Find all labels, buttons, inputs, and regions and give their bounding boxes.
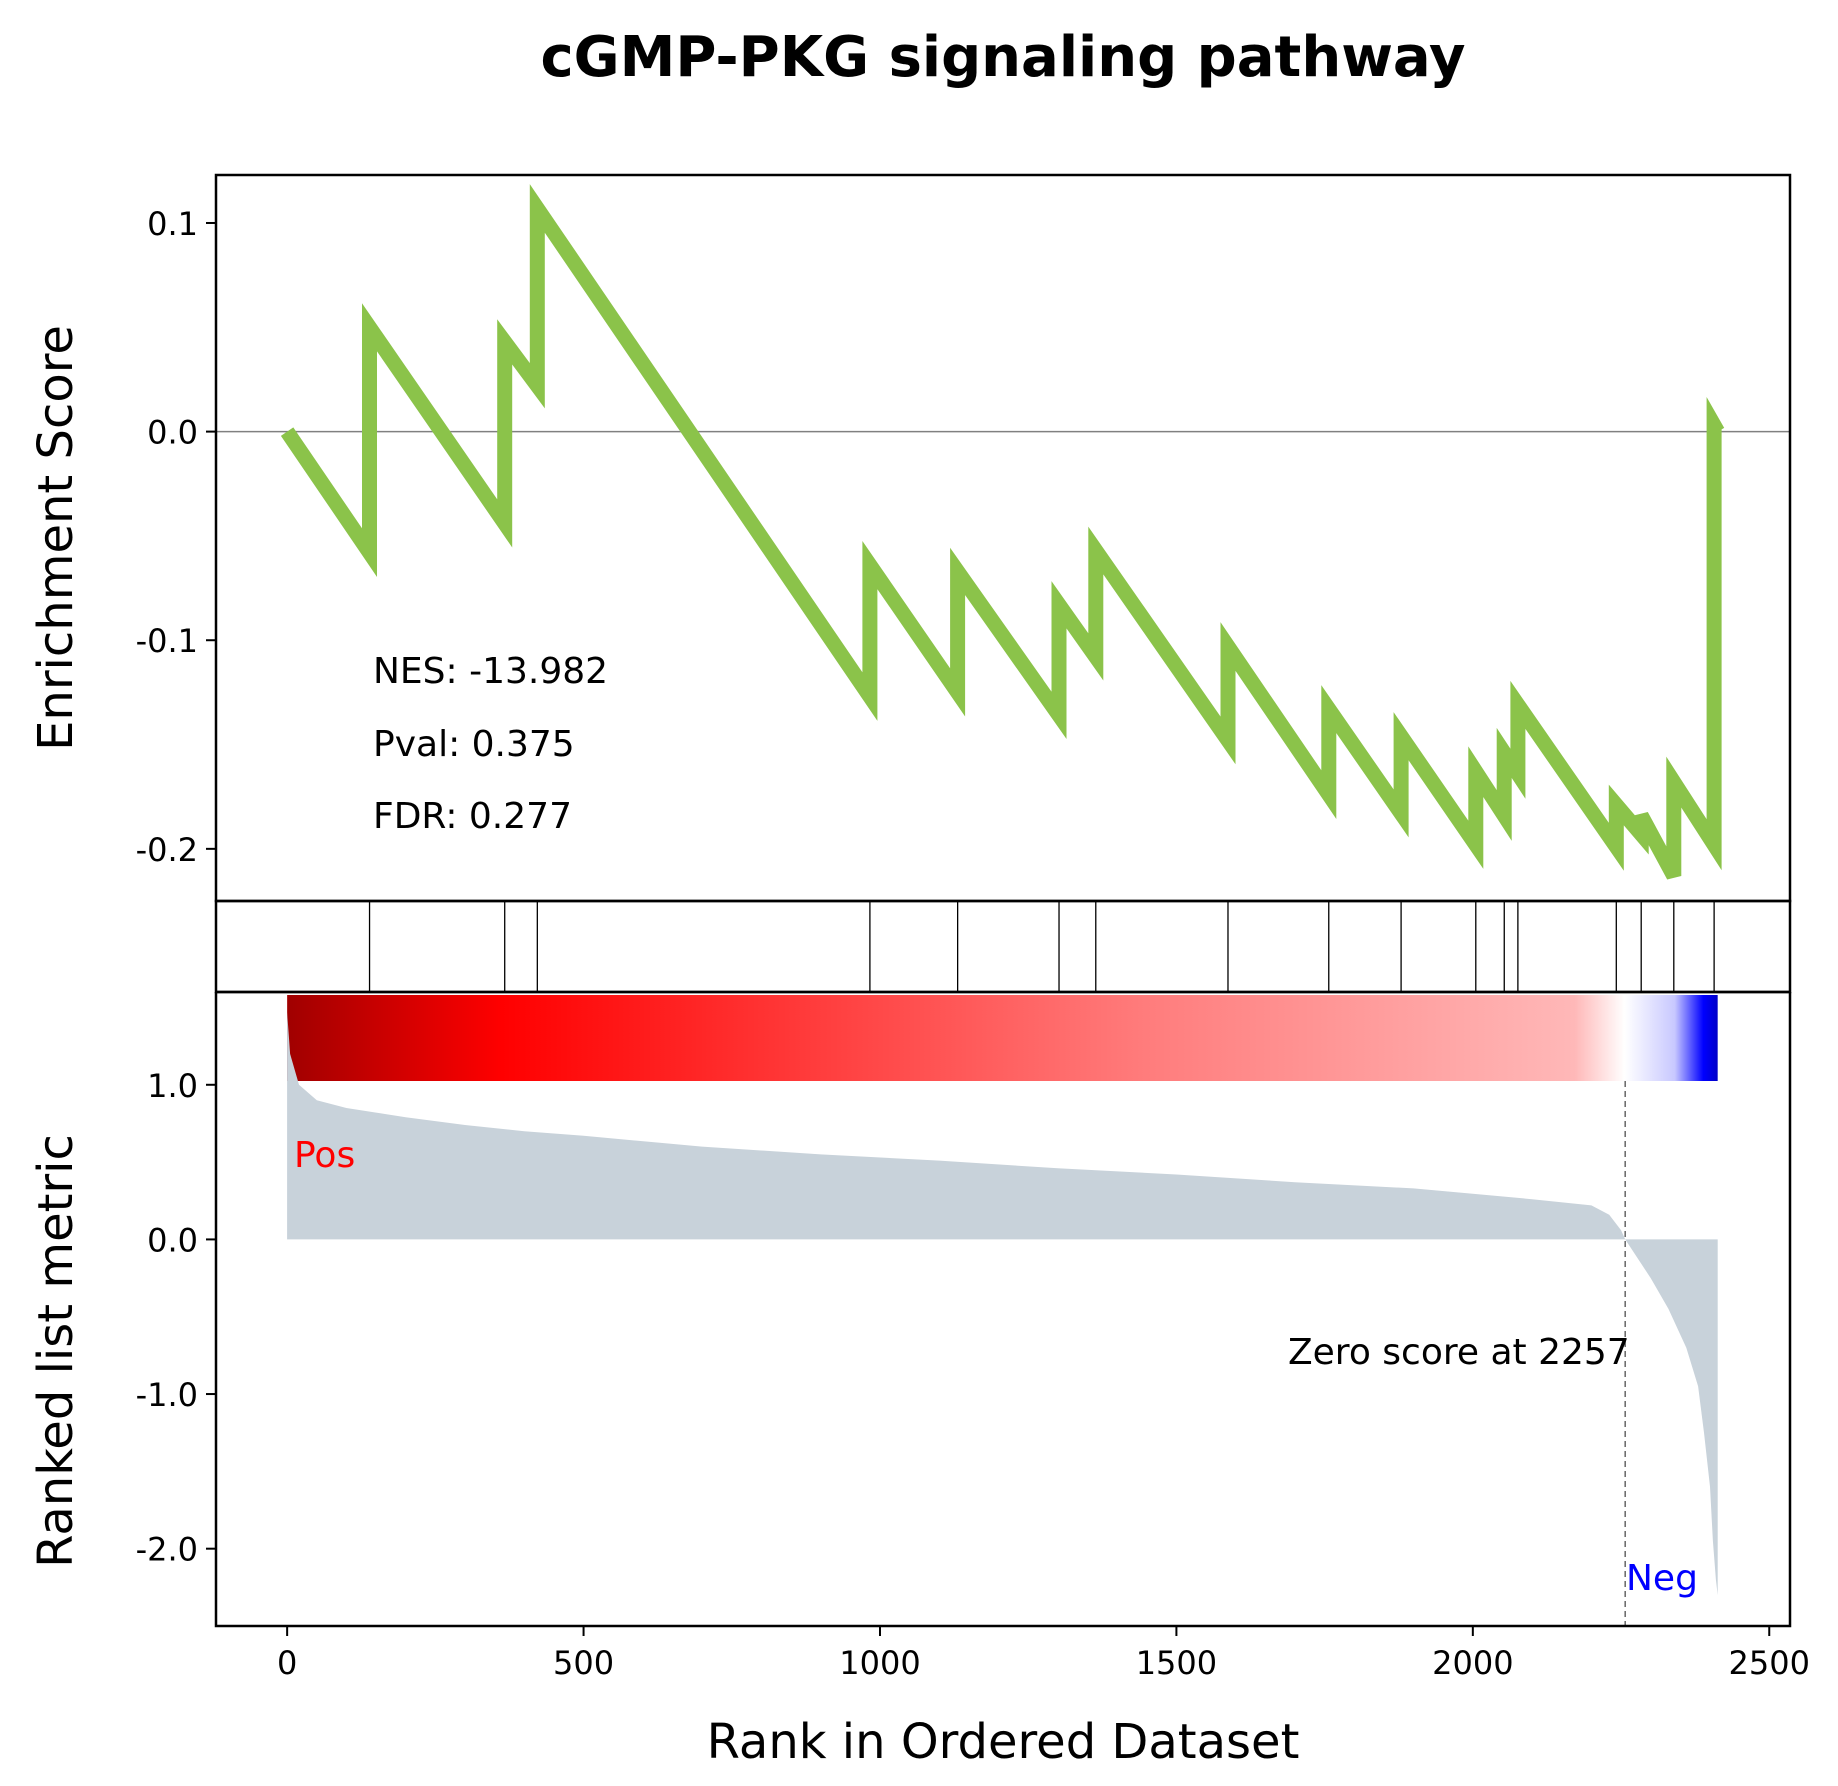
x-axis-label: Rank in Ordered Dataset [707,1714,1300,1770]
es-panel: 0.10.0-0.1-0.2 NES: -13.982 Pval: 0.375 … [28,173,1792,903]
rank-y-axis-label: Ranked list metric [28,1134,84,1568]
rank-y-ticks: 1.0 0.0 -1.0 -2.0 [136,1067,216,1569]
hits-panel [214,899,1792,994]
es-y-tick-label: 0.1 [147,205,198,243]
hits-axes-frame [214,899,1792,994]
rank-y-tick-label: -1.0 [136,1376,198,1414]
x-tick-label: 500 [553,1644,614,1682]
neg-label: Neg [1626,1558,1698,1599]
x-tick-label: 2500 [1729,1644,1810,1682]
rank-axes-frame [214,992,1792,1628]
rank-colorbar [287,995,1718,1081]
es-y-tick-label: -0.1 [136,622,198,660]
rank-y-tick-label: 0.0 [147,1221,198,1259]
es-line [280,184,1725,880]
x-axis-ticks: 0 500 1000 1500 2000 2500 [277,1626,1810,1682]
hit-lines [368,901,1715,992]
rank-panel: 1.0 0.0 -1.0 -2.0 Pos Neg Zero score at 225… [28,990,1792,1628]
rank-y-tick-label: -2.0 [136,1531,198,1569]
rank-metric-area [287,1012,1718,1596]
zero-score-label: Zero score at 2257 [1288,1332,1630,1373]
es-pval-annotation: Pval: 0.375 [373,724,575,765]
es-axes-frame [214,173,1792,903]
pos-label: Pos [294,1135,355,1176]
x-tick-label: 1500 [1136,1644,1217,1682]
chart-title: cGMP-PKG signaling pathway [540,25,1465,90]
es-y-axis-label: Enrichment Score [28,325,84,751]
es-y-tick-label: 0.0 [147,414,198,452]
es-y-tick-label: -0.2 [136,831,198,869]
rank-y-tick-label: 1.0 [147,1067,198,1105]
x-tick-label: 1000 [839,1644,920,1682]
es-nes-annotation: NES: -13.982 [373,651,608,692]
x-tick-label: 2000 [1432,1644,1513,1682]
x-tick-label: 0 [277,1644,297,1682]
es-fdr-annotation: FDR: 0.277 [373,796,572,837]
es-y-ticks: 0.1 0.0 -0.1 -0.2 [136,205,216,869]
